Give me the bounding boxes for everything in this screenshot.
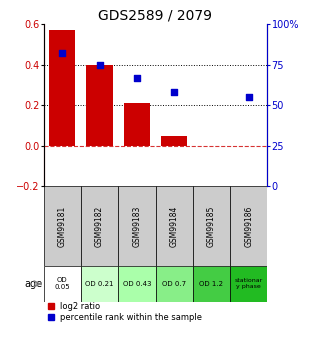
Bar	[118, 266, 156, 302]
Text: age: age	[25, 279, 43, 289]
Bar	[161, 136, 187, 146]
Point	[172, 90, 177, 95]
Bar	[156, 186, 193, 266]
Text: OD 0.7: OD 0.7	[162, 281, 186, 287]
Text: GSM99181: GSM99181	[58, 206, 67, 247]
Title: GDS2589 / 2079: GDS2589 / 2079	[99, 9, 212, 23]
Text: GSM99183: GSM99183	[132, 205, 141, 247]
Bar	[49, 30, 75, 146]
Text: OD 0.21: OD 0.21	[85, 281, 114, 287]
Bar	[230, 186, 267, 266]
Bar	[86, 65, 113, 146]
Bar	[118, 186, 156, 266]
Point	[134, 75, 139, 80]
Legend: log2 ratio, percentile rank within the sample: log2 ratio, percentile rank within the s…	[48, 302, 202, 322]
Bar	[193, 266, 230, 302]
Point	[97, 62, 102, 68]
Text: GSM99185: GSM99185	[207, 205, 216, 247]
Text: GSM99186: GSM99186	[244, 205, 253, 247]
Text: OD
0.05: OD 0.05	[54, 277, 70, 290]
Bar	[124, 103, 150, 146]
Bar	[44, 186, 81, 266]
Bar	[81, 266, 118, 302]
Bar	[193, 186, 230, 266]
Bar	[230, 266, 267, 302]
Bar	[156, 266, 193, 302]
Text: OD 1.2: OD 1.2	[199, 281, 224, 287]
Text: GSM99182: GSM99182	[95, 206, 104, 247]
Text: GSM99184: GSM99184	[170, 205, 179, 247]
Point	[60, 51, 65, 56]
Bar	[44, 266, 81, 302]
Text: OD 0.43: OD 0.43	[123, 281, 151, 287]
Point	[246, 95, 251, 100]
Text: stationar
y phase: stationar y phase	[235, 278, 263, 289]
Bar	[81, 186, 118, 266]
